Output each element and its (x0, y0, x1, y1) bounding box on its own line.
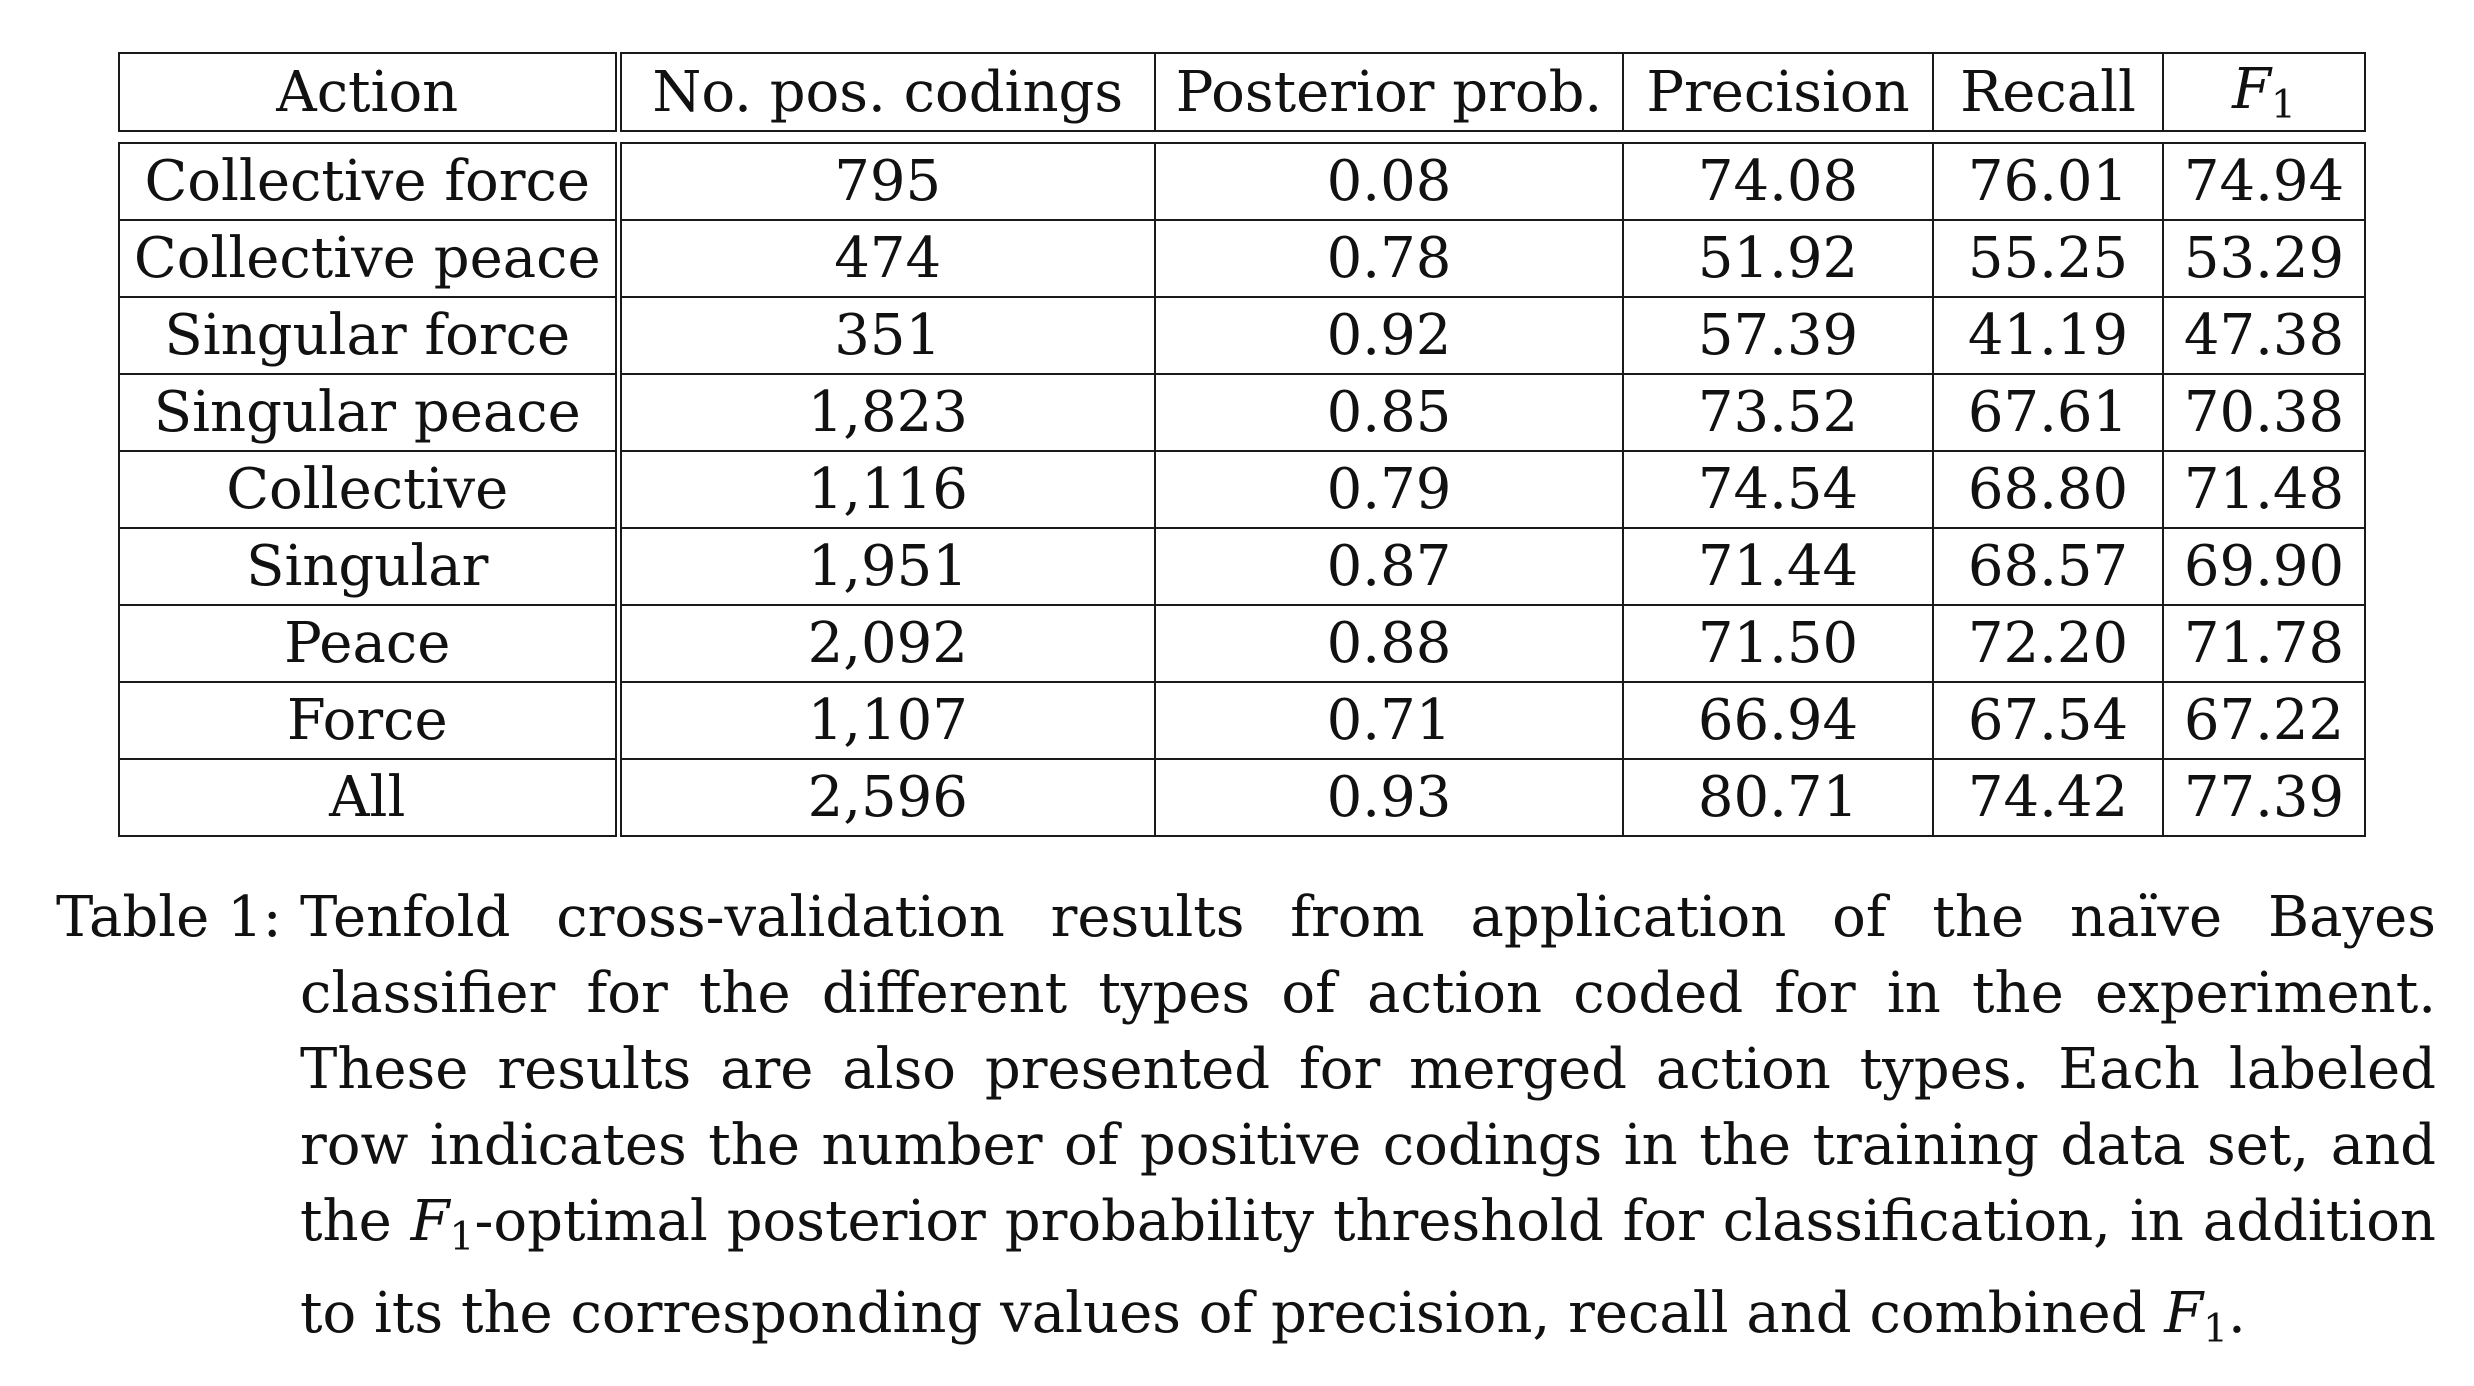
header-recall: Recall (1932, 52, 2164, 132)
cell-precision: 80.71 (1622, 758, 1934, 837)
cell-precision: 57.39 (1622, 296, 1934, 375)
table-row: Collective peace 474 0.78 51.92 55.25 53… (118, 219, 2366, 298)
cell-codings: 1,107 (617, 681, 1156, 760)
cell-posterior: 0.92 (1154, 296, 1624, 375)
header-action: Action (118, 52, 622, 132)
cell-f1: 77.39 (2162, 758, 2366, 837)
cell-f1: 47.38 (2162, 296, 2366, 375)
cell-f1: 53.29 (2162, 219, 2366, 298)
table-row: Singular force 351 0.92 57.39 41.19 47.3… (118, 296, 2366, 375)
table-row: Collective force 795 0.08 74.08 76.01 74… (118, 142, 2366, 221)
cell-f1: 67.22 (2162, 681, 2366, 760)
cell-recall: 74.42 (1932, 758, 2164, 837)
cell-recall: 76.01 (1932, 142, 2164, 221)
cell-recall: 72.20 (1932, 604, 2164, 683)
cell-precision: 71.50 (1622, 604, 1934, 683)
cell-codings: 2,092 (617, 604, 1156, 683)
cell-codings: 1,823 (617, 373, 1156, 452)
results-table-container: Action No. pos. codings Posterior prob. … (118, 52, 2366, 837)
cell-codings: 351 (617, 296, 1156, 375)
cell-f1: 70.38 (2162, 373, 2366, 452)
cell-posterior: 0.93 (1154, 758, 1624, 837)
caption-text-part1: Tenfold cross-validation results from ap… (300, 885, 2436, 1254)
cell-precision: 51.92 (1622, 219, 1934, 298)
cell-action: Singular peace (118, 373, 622, 452)
cell-precision: 73.52 (1622, 373, 1934, 452)
results-table: Action No. pos. codings Posterior prob. … (118, 52, 2366, 837)
cell-posterior: 0.79 (1154, 450, 1624, 529)
cell-codings: 1,116 (617, 450, 1156, 529)
cell-f1: 71.48 (2162, 450, 2366, 529)
cell-action: Force (118, 681, 622, 760)
cell-f1: 71.78 (2162, 604, 2366, 683)
cell-recall: 55.25 (1932, 219, 2164, 298)
cell-posterior: 0.78 (1154, 219, 1624, 298)
caption-text-part2: -optimal posterior probability threshold… (300, 1189, 2436, 1346)
table-row: Peace 2,092 0.88 71.50 72.20 71.78 (118, 604, 2366, 683)
cell-codings: 474 (617, 219, 1156, 298)
cell-recall: 67.54 (1932, 681, 2164, 760)
header-f1: F1 (2162, 52, 2366, 132)
table-row: All 2,596 0.93 80.71 74.42 77.39 (118, 758, 2366, 837)
table-header-row: Action No. pos. codings Posterior prob. … (118, 52, 2366, 132)
cell-action: Collective peace (118, 219, 622, 298)
cell-action: Collective force (118, 142, 622, 221)
cell-posterior: 0.85 (1154, 373, 1624, 452)
cell-recall: 68.80 (1932, 450, 2164, 529)
cell-action: Singular force (118, 296, 622, 375)
caption-f1-symbol-2: F (2164, 1280, 2204, 1346)
cell-posterior: 0.87 (1154, 527, 1624, 606)
cell-recall: 41.19 (1932, 296, 2164, 375)
cell-f1: 74.94 (2162, 142, 2366, 221)
caption-f1-subscript: 1 (449, 1214, 475, 1260)
header-precision: Precision (1622, 52, 1934, 132)
cell-codings: 795 (617, 142, 1156, 221)
cell-precision: 71.44 (1622, 527, 1934, 606)
header-f1-symbol: F (2232, 56, 2271, 122)
caption-text: Tenfold cross-validation results from ap… (300, 880, 2436, 1368)
cell-action: All (118, 758, 622, 837)
header-separator (119, 130, 2365, 144)
caption-text-part3: . (2228, 1280, 2246, 1346)
cell-precision: 74.54 (1622, 450, 1934, 529)
cell-f1: 69.90 (2162, 527, 2366, 606)
caption-label: Table 1: (56, 885, 282, 950)
header-f1-subscript: 1 (2270, 82, 2296, 128)
cell-posterior: 0.88 (1154, 604, 1624, 683)
table-row: Singular 1,951 0.87 71.44 68.57 69.90 (118, 527, 2366, 606)
header-no-pos-codings: No. pos. codings (617, 52, 1156, 132)
table-row: Singular peace 1,823 0.85 73.52 67.61 70… (118, 373, 2366, 452)
cell-action: Peace (118, 604, 622, 683)
cell-codings: 2,596 (617, 758, 1156, 837)
table-row: Force 1,107 0.71 66.94 67.54 67.22 (118, 681, 2366, 760)
cell-action: Collective (118, 450, 622, 529)
cell-precision: 66.94 (1622, 681, 1934, 760)
caption-f1-subscript-2: 1 (2203, 1306, 2229, 1352)
cell-posterior: 0.71 (1154, 681, 1624, 760)
cell-posterior: 0.08 (1154, 142, 1624, 221)
cell-precision: 74.08 (1622, 142, 1934, 221)
header-posterior-prob: Posterior prob. (1154, 52, 1624, 132)
caption-f1-symbol: F (410, 1189, 450, 1254)
cell-recall: 68.57 (1932, 527, 2164, 606)
table-row: Collective 1,116 0.79 74.54 68.80 71.48 (118, 450, 2366, 529)
cell-codings: 1,951 (617, 527, 1156, 606)
cell-action: Singular (118, 527, 622, 606)
cell-recall: 67.61 (1932, 373, 2164, 452)
